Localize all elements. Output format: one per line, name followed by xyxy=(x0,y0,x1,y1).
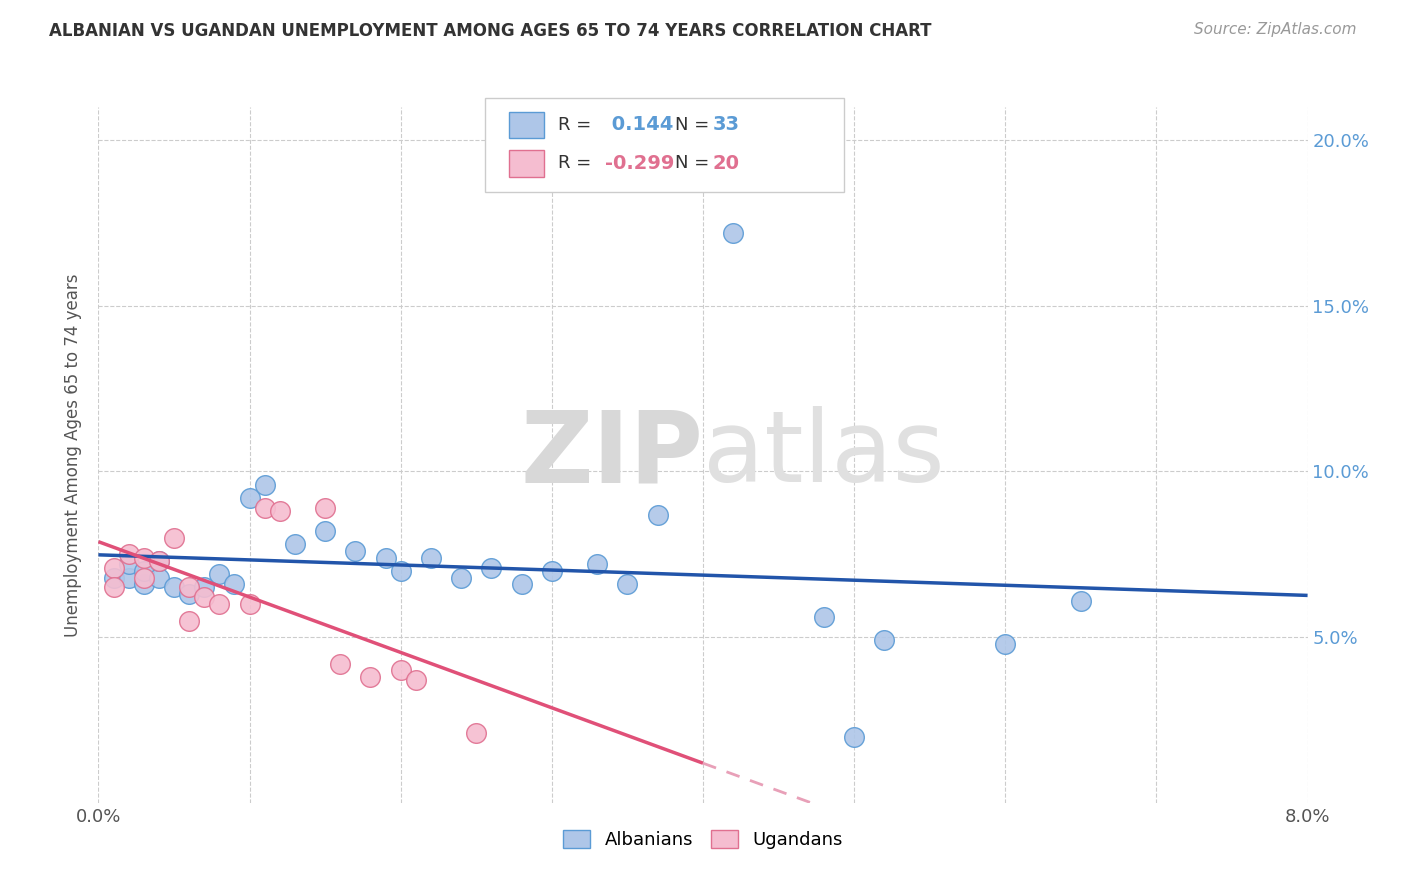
Y-axis label: Unemployment Among Ages 65 to 74 years: Unemployment Among Ages 65 to 74 years xyxy=(65,273,83,637)
Text: 20: 20 xyxy=(713,153,740,173)
Legend: Albanians, Ugandans: Albanians, Ugandans xyxy=(555,822,851,856)
Point xyxy=(163,531,186,545)
Point xyxy=(723,226,745,240)
Point xyxy=(132,570,155,584)
Point xyxy=(344,544,367,558)
Point xyxy=(118,558,141,572)
Point xyxy=(179,614,201,628)
Point xyxy=(329,657,352,671)
Text: 33: 33 xyxy=(713,115,740,135)
Point xyxy=(389,663,412,677)
Point xyxy=(132,564,155,578)
Point xyxy=(647,508,669,522)
Point xyxy=(148,554,170,568)
Point xyxy=(224,577,246,591)
Text: R =: R = xyxy=(558,116,598,134)
Text: -0.299: -0.299 xyxy=(605,153,673,173)
Text: ALBANIAN VS UGANDAN UNEMPLOYMENT AMONG AGES 65 TO 74 YEARS CORRELATION CHART: ALBANIAN VS UGANDAN UNEMPLOYMENT AMONG A… xyxy=(49,22,932,40)
Point xyxy=(193,581,215,595)
Point xyxy=(253,477,276,491)
Point xyxy=(179,587,201,601)
Point xyxy=(132,550,155,565)
Point xyxy=(994,637,1017,651)
Point xyxy=(405,673,427,688)
Point xyxy=(118,570,141,584)
Text: N =: N = xyxy=(675,154,714,172)
Point xyxy=(374,550,396,565)
Point xyxy=(844,730,866,744)
Point xyxy=(148,570,170,584)
Point xyxy=(179,581,201,595)
Point xyxy=(269,504,291,518)
Point xyxy=(253,500,276,515)
Text: Source: ZipAtlas.com: Source: ZipAtlas.com xyxy=(1194,22,1357,37)
Point xyxy=(163,581,186,595)
Point xyxy=(360,670,382,684)
Text: atlas: atlas xyxy=(703,407,945,503)
Point xyxy=(510,577,533,591)
Point xyxy=(420,550,443,565)
Text: ZIP: ZIP xyxy=(520,407,703,503)
Text: 0.144: 0.144 xyxy=(605,115,673,135)
Point xyxy=(314,524,336,538)
Point xyxy=(389,564,412,578)
Point xyxy=(284,537,307,551)
Point xyxy=(450,570,472,584)
Point xyxy=(813,610,835,624)
Point xyxy=(103,570,125,584)
Point xyxy=(239,491,262,505)
Point xyxy=(208,597,231,611)
Point xyxy=(239,597,262,611)
Point xyxy=(148,554,170,568)
Point xyxy=(193,591,215,605)
Point xyxy=(586,558,609,572)
Text: R =: R = xyxy=(558,154,598,172)
Point xyxy=(103,581,125,595)
Point xyxy=(314,500,336,515)
Point xyxy=(540,564,562,578)
Point xyxy=(1070,593,1092,607)
Point xyxy=(616,577,638,591)
Text: N =: N = xyxy=(675,116,714,134)
Point xyxy=(118,547,141,561)
Point xyxy=(481,560,503,574)
Point xyxy=(103,560,125,574)
Point xyxy=(132,577,155,591)
Point xyxy=(208,567,231,582)
Point xyxy=(873,633,896,648)
Point xyxy=(465,726,488,740)
